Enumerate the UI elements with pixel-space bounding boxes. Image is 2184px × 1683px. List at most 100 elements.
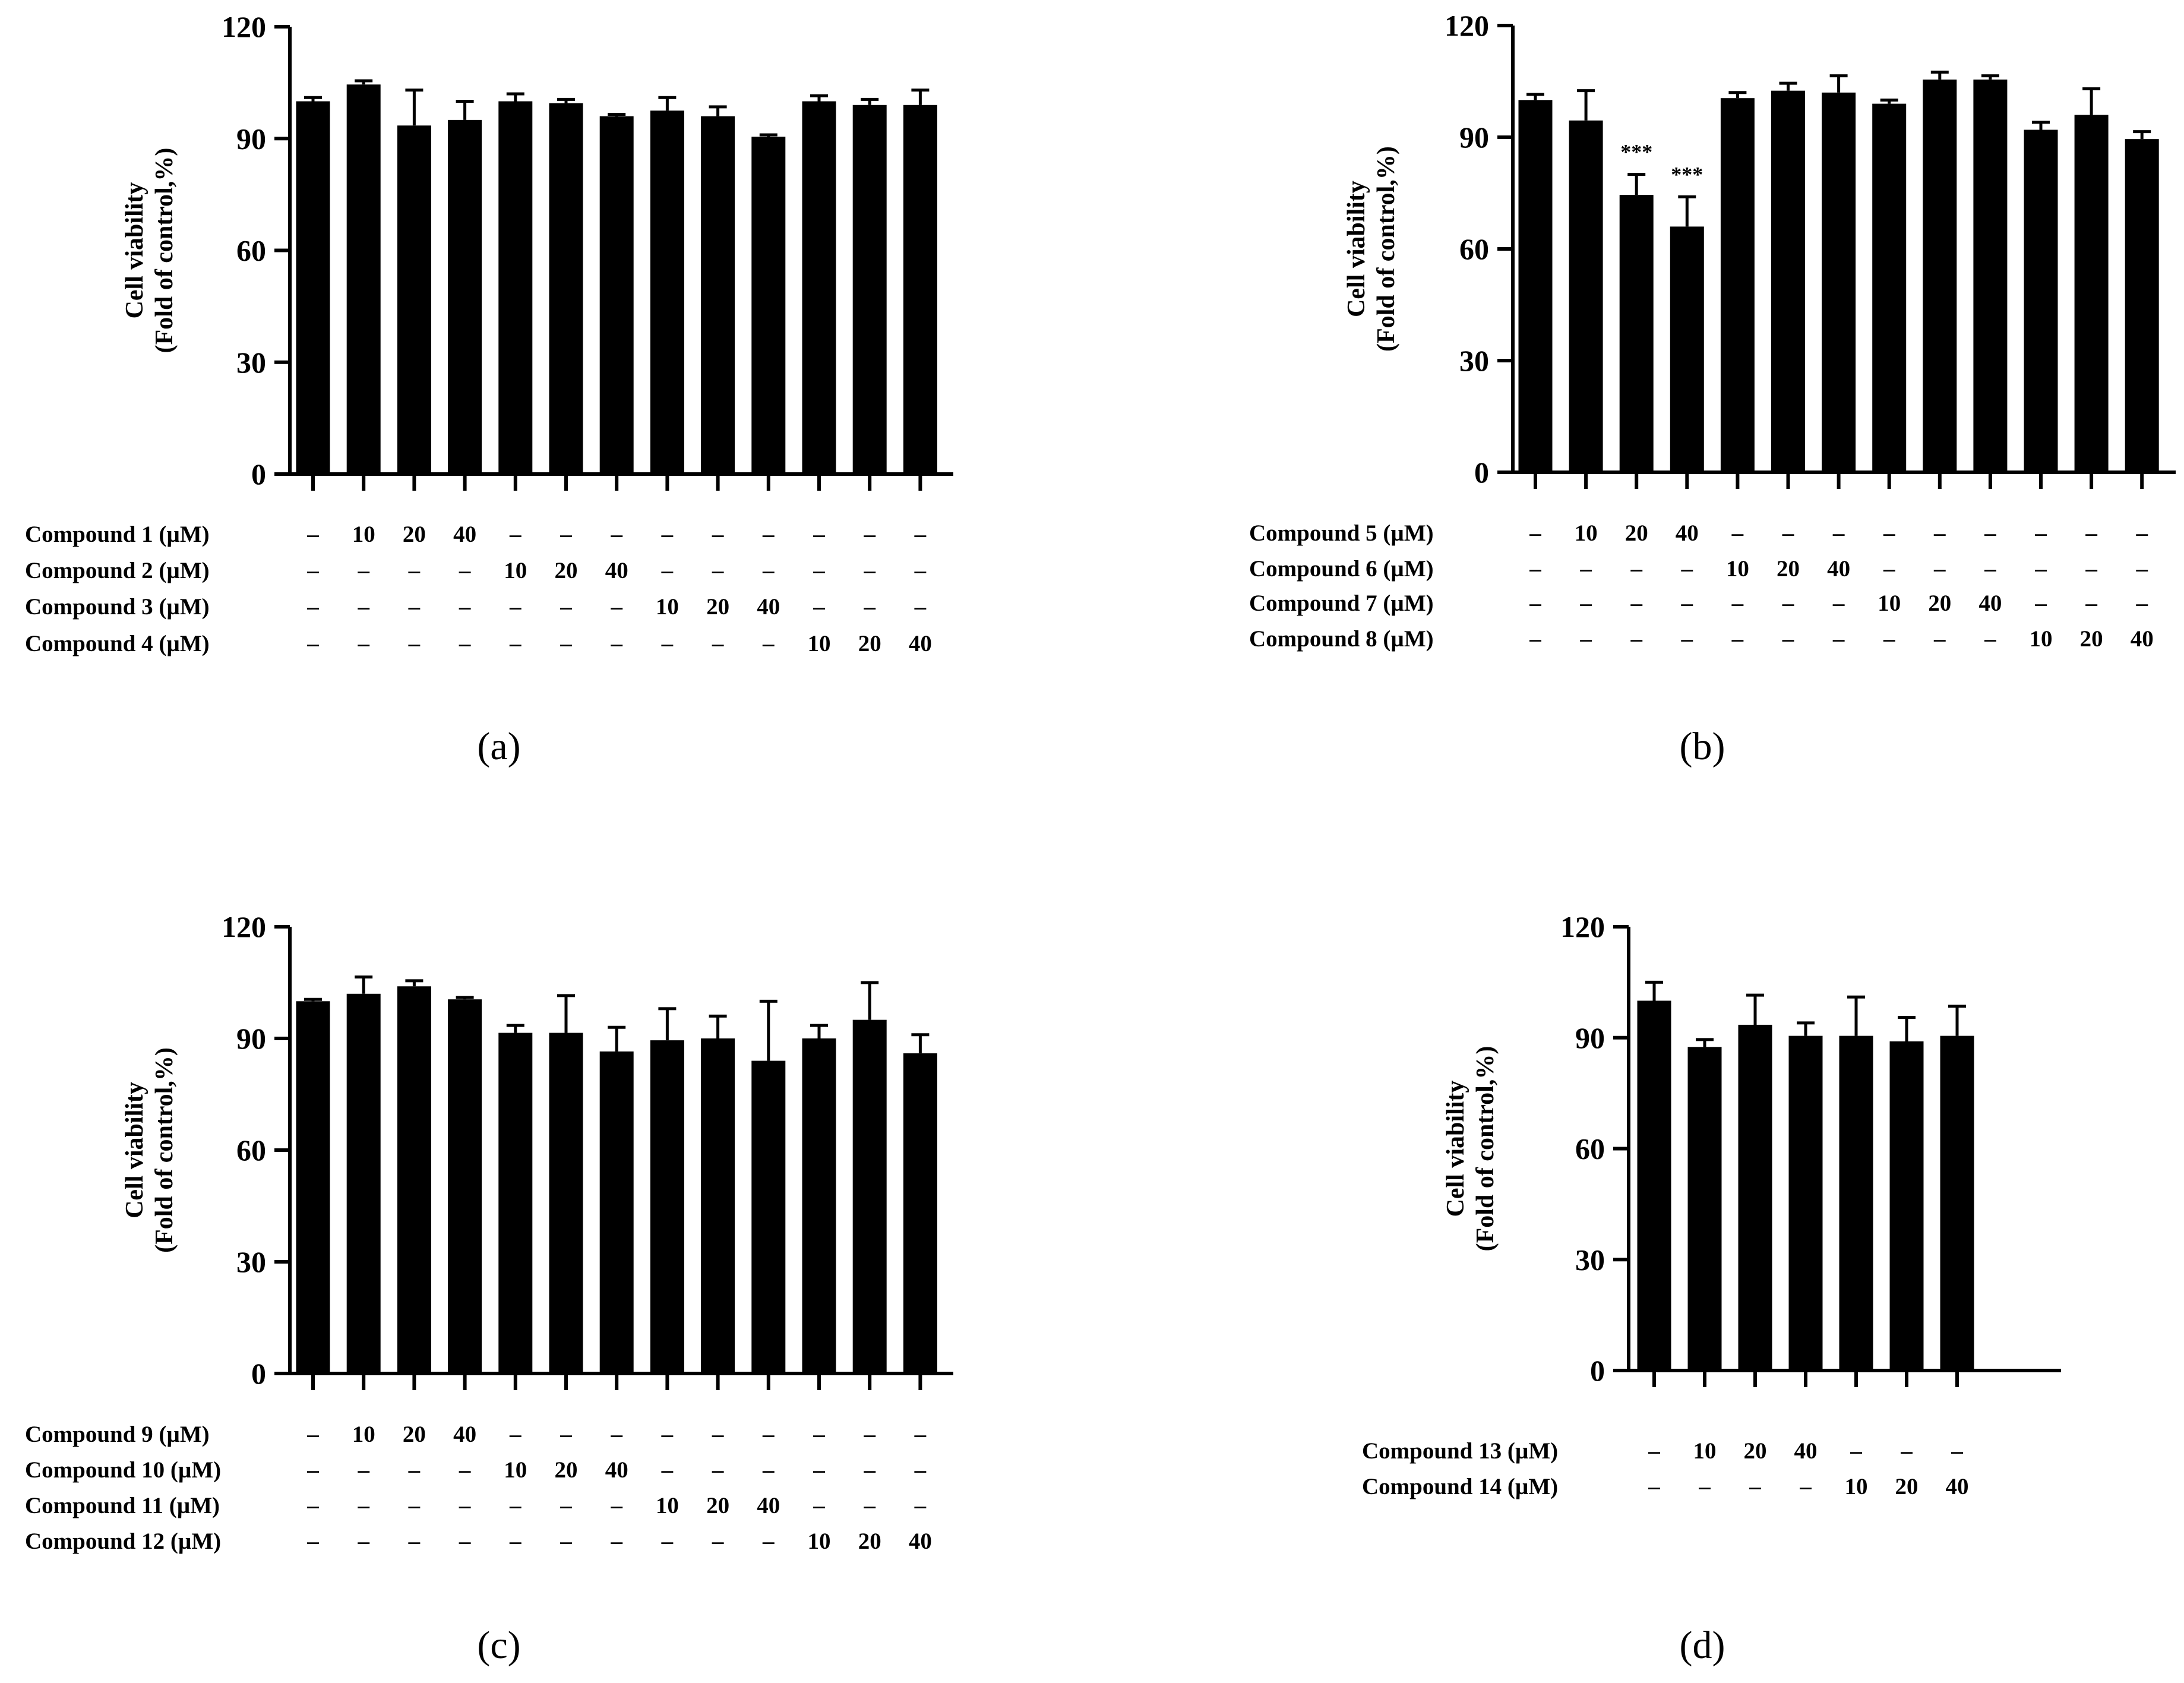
bar [1569, 120, 1603, 473]
treatment-cell: – [712, 1422, 724, 1447]
treatment-cell: 40 [1794, 1438, 1818, 1464]
treatment-cell: – [560, 1422, 572, 1447]
treatment-cell: – [1579, 591, 1592, 616]
bar [903, 105, 937, 474]
treatment-cell: – [1883, 556, 1895, 582]
bar [2125, 139, 2159, 473]
treatment-cell: – [306, 1529, 319, 1554]
bar [599, 1051, 634, 1373]
treatment-row-label: Compound 7 (µM) [1249, 591, 1434, 616]
treatment-cell: – [661, 1457, 674, 1483]
panel-caption: (c) [477, 1624, 520, 1667]
y-tick-label: 90 [236, 1022, 266, 1055]
treatment-cell: – [1731, 520, 1744, 546]
bar [2074, 115, 2109, 472]
treatment-cell: 40 [1676, 520, 1699, 546]
treatment-cell: – [1681, 591, 1693, 616]
treatment-cell: – [1933, 626, 1946, 652]
treatment-cell: – [914, 594, 927, 620]
bar [1923, 79, 1957, 472]
y-tick-label: 30 [236, 1245, 266, 1278]
treatment-cell: 10 [352, 522, 375, 547]
treatment-row-label: Compound 4 (µM) [25, 631, 210, 656]
panel-caption: (b) [1680, 725, 1725, 768]
treatment-row-label: Compound 3 (µM) [25, 594, 210, 620]
treatment-cell: 10 [1693, 1438, 1717, 1464]
treatment-cell: – [2085, 591, 2097, 616]
bar [1788, 1035, 1823, 1371]
treatment-cell: – [661, 1529, 674, 1554]
bar [701, 116, 735, 475]
y-axis-label: Cell viability (Fold of control,%) [1442, 1046, 1499, 1252]
treatment-cell: – [1698, 1474, 1711, 1499]
treatment-cell: – [1529, 591, 1541, 616]
treatment-cell: 10 [808, 631, 831, 656]
y-axis-label-line1: Cell viability [121, 1082, 148, 1218]
chart-panel-a: 0 30 60 90 120 Cell viability (Fold of control… [25, 10, 953, 768]
treatment-cell: – [762, 1529, 775, 1554]
treatment-cell: – [1832, 591, 1845, 616]
treatment-cell: – [1782, 591, 1794, 616]
y-tick-label: 60 [1575, 1132, 1605, 1166]
treatment-cell: 10 [2030, 626, 2053, 652]
treatment-cell: 20 [1744, 1438, 1767, 1464]
treatment-cell: – [863, 594, 876, 620]
treatment-cell: – [762, 631, 775, 656]
bar [346, 993, 381, 1373]
treatment-cell: – [459, 631, 471, 656]
treatment-cell: 40 [1978, 591, 2002, 616]
treatment-cell: 20 [858, 1529, 881, 1554]
treatment-cell: – [459, 594, 471, 620]
treatment-cell: – [1832, 626, 1845, 652]
y-tick-label: 60 [236, 1133, 266, 1167]
bar [1518, 100, 1553, 473]
y-tick-label: 120 [222, 10, 266, 43]
treatment-cell: – [459, 558, 471, 583]
treatment-cell: – [762, 558, 775, 583]
treatment-cell: – [2034, 556, 2047, 582]
y-tick-label: 60 [1459, 232, 1489, 266]
y-tick-label: 30 [1575, 1243, 1605, 1276]
y-axis-label: Cell viability (Fold of control,%) [121, 148, 178, 353]
y-axis-label: Cell viability (Fold of control,%) [1343, 146, 1400, 352]
treatment-cell: 40 [605, 558, 628, 583]
treatment-cell: – [863, 522, 876, 547]
treatment-row-label: Compound 2 (µM) [25, 558, 210, 583]
bar [751, 1060, 786, 1373]
treatment-cell: – [863, 1457, 876, 1483]
treatment-cell: 20 [1895, 1474, 1918, 1499]
y-tick-label: 0 [251, 457, 266, 491]
treatment-cell: 20 [2080, 626, 2103, 652]
bar [599, 116, 634, 475]
treatment-cell: – [1782, 626, 1794, 652]
treatment-cell: 20 [403, 1422, 426, 1447]
treatment-cell: 40 [1827, 556, 1850, 582]
treatment-cell: – [661, 558, 674, 583]
treatment-cell: – [2135, 556, 2148, 582]
y-axis-label-line1: Cell viability [1343, 181, 1370, 317]
treatment-cell: – [1951, 1438, 1963, 1464]
chart-panel-d: 0 30 60 90 120 Cell viability (Fold of control… [1362, 910, 2061, 1667]
chart-panel-c: 0 30 60 90 120 Cell viability (Fold of control… [25, 910, 953, 1667]
bar [903, 1053, 937, 1373]
bar [650, 1040, 684, 1373]
treatment-cell: – [1731, 591, 1744, 616]
treatment-cell: 20 [1928, 591, 1951, 616]
treatment-cell: 10 [504, 558, 527, 583]
treatment-row-label: Compound 11 (µM) [25, 1493, 220, 1518]
bar [498, 1032, 533, 1373]
treatment-cell: – [357, 594, 369, 620]
treatment-cell: – [610, 1493, 622, 1518]
treatment-cell: – [1630, 626, 1642, 652]
treatment-cell: – [762, 1422, 775, 1447]
treatment-cell: 20 [555, 1457, 578, 1483]
bar [1637, 1000, 1671, 1371]
y-axis-label: Cell viability (Fold of control,%) [121, 1047, 178, 1253]
treatment-cell: – [661, 1422, 674, 1447]
treatment-cell: 40 [909, 631, 932, 656]
treatment-row-label: Compound 5 (µM) [1249, 520, 1434, 546]
treatment-cell: – [306, 631, 319, 656]
panel-caption: (d) [1680, 1624, 1725, 1667]
treatment-cell: 10 [1845, 1474, 1868, 1499]
treatment-cell: – [762, 1457, 775, 1483]
